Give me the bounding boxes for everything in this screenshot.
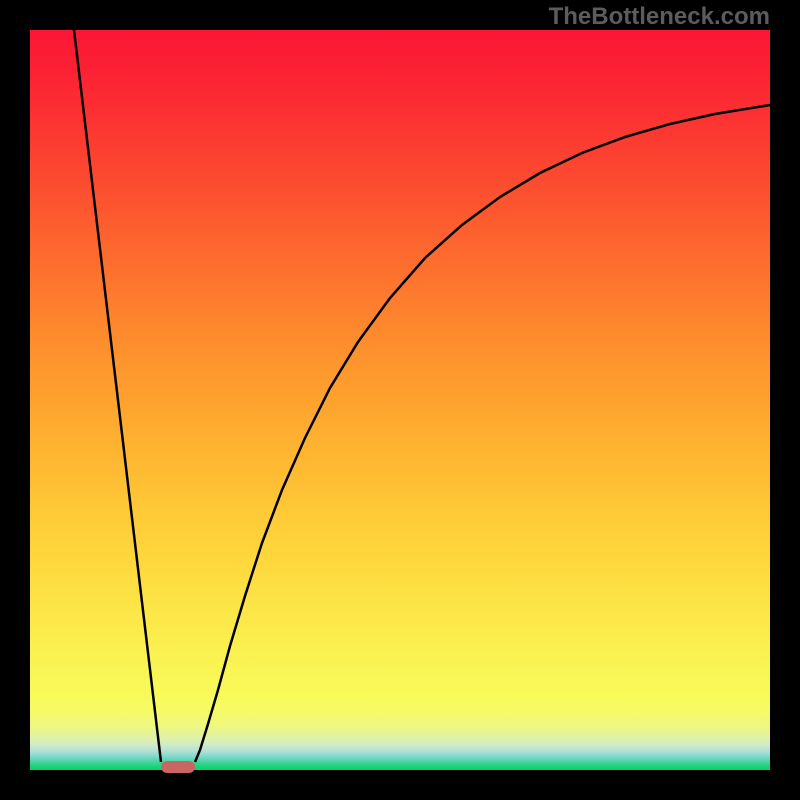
curve-layer bbox=[30, 30, 770, 770]
curve-right-segment bbox=[195, 105, 770, 762]
curve-minimum-marker bbox=[161, 761, 195, 773]
plot-area bbox=[30, 30, 770, 770]
watermark-text: TheBottleneck.com bbox=[549, 3, 770, 31]
chart-container: TheBottleneck.com bbox=[0, 0, 800, 800]
curve-left-segment bbox=[74, 30, 161, 762]
